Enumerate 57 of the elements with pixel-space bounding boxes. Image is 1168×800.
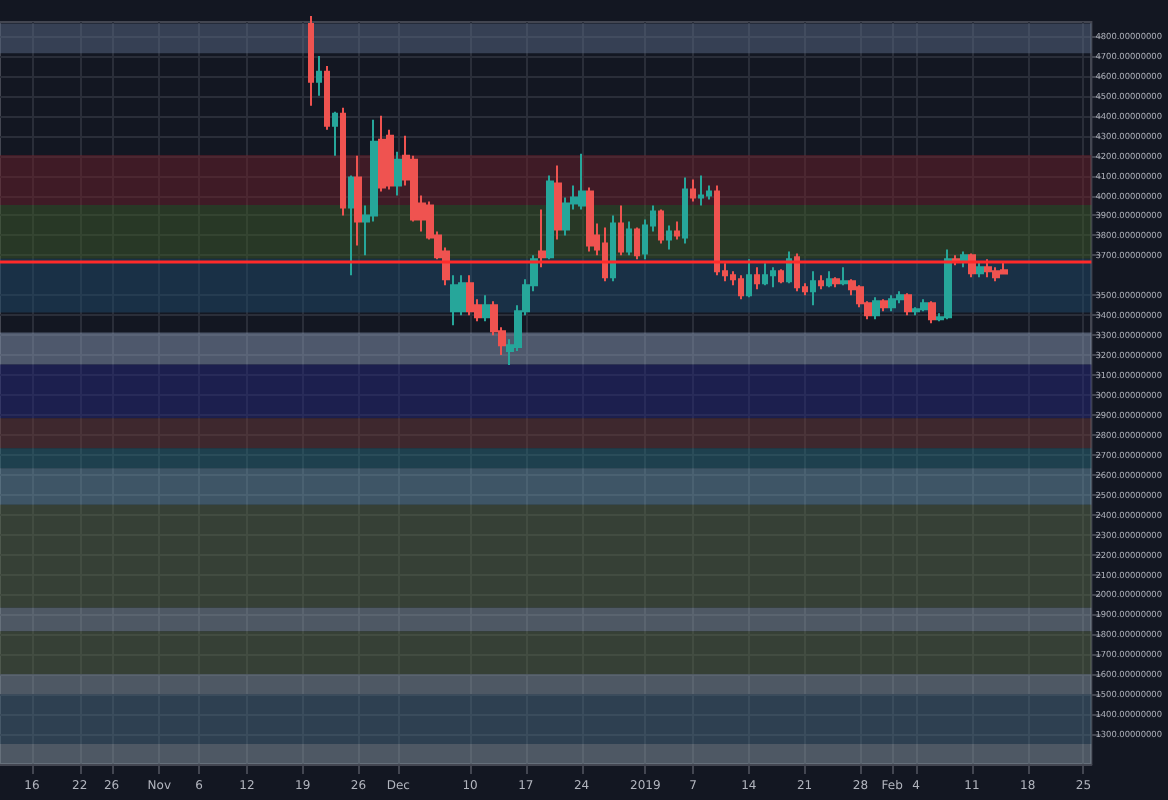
candlestick bbox=[880, 298, 888, 313]
candlestick bbox=[888, 294, 896, 313]
candlestick bbox=[928, 300, 936, 325]
candlestick bbox=[332, 110, 338, 157]
candlestick bbox=[610, 214, 616, 283]
candlestick bbox=[762, 262, 768, 287]
candlestick bbox=[482, 294, 490, 323]
candlestick bbox=[984, 258, 992, 279]
candlestick bbox=[794, 252, 800, 293]
candlestick bbox=[818, 274, 824, 291]
candlestick bbox=[324, 64, 330, 131]
candlestick bbox=[912, 306, 920, 317]
candlestick bbox=[738, 274, 744, 301]
candlestick bbox=[714, 184, 720, 277]
candlestick bbox=[682, 176, 688, 245]
candlestick bbox=[920, 298, 928, 313]
candlestick bbox=[872, 296, 880, 321]
candlestick bbox=[634, 226, 640, 261]
candlestick bbox=[316, 54, 322, 97]
candlestick bbox=[698, 174, 704, 207]
candlestick bbox=[826, 270, 832, 289]
candlestick bbox=[746, 258, 752, 299]
candlestick bbox=[538, 208, 546, 269]
candlestick bbox=[626, 220, 632, 257]
candlestick bbox=[578, 152, 586, 211]
candlestick bbox=[348, 174, 354, 277]
candlestick bbox=[832, 276, 840, 289]
candlestick bbox=[340, 106, 346, 217]
candlestick bbox=[378, 114, 386, 193]
candlestick bbox=[1000, 260, 1008, 276]
candlestick bbox=[308, 15, 314, 107]
candlestick bbox=[586, 186, 594, 253]
candlestick bbox=[450, 274, 458, 327]
candlestick bbox=[554, 164, 562, 241]
candlestick bbox=[944, 248, 952, 321]
candlestick bbox=[618, 204, 624, 257]
candlestick bbox=[394, 150, 402, 197]
candlestick bbox=[992, 266, 1000, 283]
candlestick bbox=[458, 274, 466, 317]
candlestick bbox=[690, 178, 696, 203]
candlestick bbox=[354, 154, 362, 247]
candlestick bbox=[546, 174, 554, 261]
candlestick bbox=[602, 226, 608, 283]
candlestick bbox=[960, 250, 968, 269]
candlestick bbox=[778, 268, 784, 285]
candlestick bbox=[666, 224, 672, 251]
candlestick bbox=[810, 270, 816, 307]
candlestick bbox=[896, 290, 904, 305]
candlestick bbox=[466, 274, 474, 317]
candlestick bbox=[976, 260, 984, 279]
candlestick bbox=[770, 266, 776, 289]
candlestick bbox=[706, 184, 712, 201]
candlestick bbox=[674, 220, 680, 241]
candlestick bbox=[658, 208, 664, 245]
candlestick bbox=[754, 266, 760, 291]
candlestick bbox=[904, 292, 912, 317]
candlestick bbox=[840, 266, 848, 287]
